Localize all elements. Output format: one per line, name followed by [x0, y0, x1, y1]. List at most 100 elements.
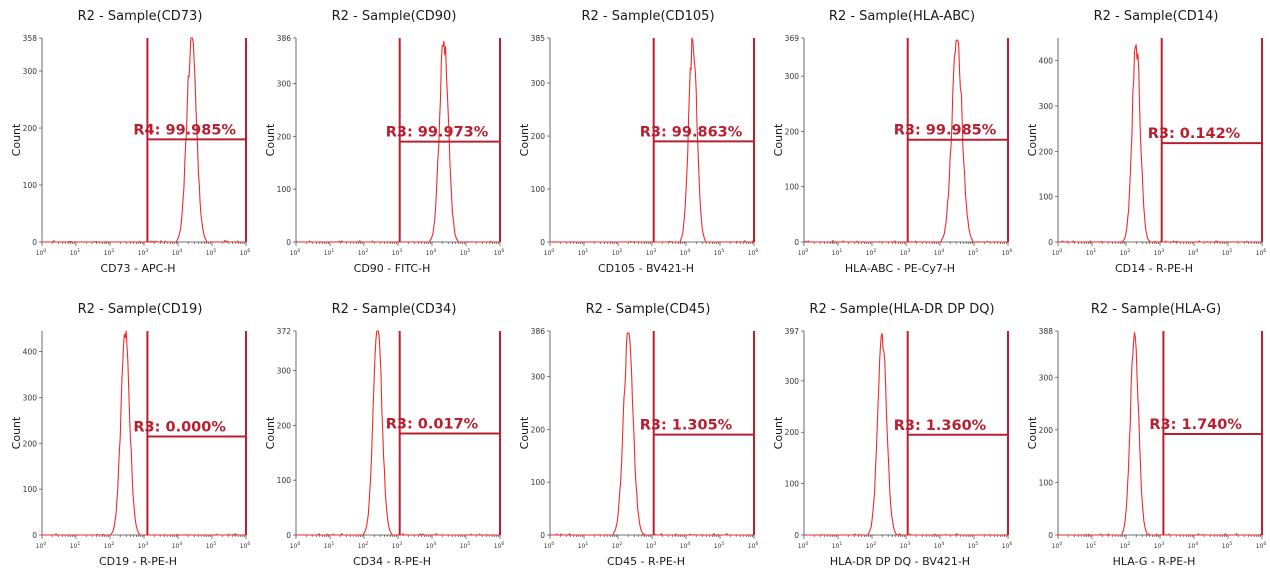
- histogram-trace: [550, 37, 755, 243]
- x-tick-label: 105: [206, 248, 217, 257]
- chart-title: R2 - Sample(CD34): [332, 302, 457, 317]
- y-tick-label: 200: [1039, 426, 1054, 435]
- x-tick-label: 105: [714, 541, 725, 550]
- x-axis-label: CD34 - R-PE-H: [353, 555, 431, 568]
- y-tick-label: 0: [540, 238, 545, 247]
- y-axis-label: Count: [772, 416, 785, 449]
- y-axis-label: Count: [1026, 123, 1039, 156]
- y-tick-label: 300: [277, 79, 292, 88]
- y-axis-label: Count: [518, 123, 531, 156]
- x-tick-label: 100: [798, 248, 809, 257]
- y-tick-label: 300: [531, 372, 546, 381]
- x-tick-label: 100: [290, 248, 301, 257]
- x-tick-label: 105: [206, 541, 217, 550]
- chart-title: R2 - Sample(HLA-ABC): [829, 9, 975, 24]
- x-tick-label: 101: [70, 541, 81, 550]
- x-tick-label: 103: [1154, 248, 1165, 257]
- x-tick-label: 100: [1052, 248, 1063, 257]
- x-tick-label: 104: [1188, 248, 1199, 257]
- histogram-trace: [1058, 332, 1262, 536]
- y-axis-label: Count: [772, 123, 785, 156]
- x-tick-label: 102: [1120, 541, 1131, 550]
- histogram-panel: R2 - Sample(CD34) 0 100 200 300 372 100 101 102 1…: [254, 293, 508, 586]
- x-tick-label: 105: [968, 248, 979, 257]
- y-tick-label: 100: [23, 181, 38, 190]
- gate-label: R3: 0.000%: [133, 419, 226, 435]
- x-tick-label: 101: [832, 248, 843, 257]
- x-tick-label: 102: [1120, 248, 1131, 257]
- x-tick-label: 101: [578, 248, 589, 257]
- x-axis-label: CD14 - R-PE-H: [1115, 262, 1193, 275]
- chart-title: R2 - Sample(CD14): [1094, 9, 1219, 24]
- chart-title: R2 - Sample(CD90): [332, 9, 457, 24]
- x-tick-label: 102: [612, 248, 623, 257]
- y-tick-label: 200: [785, 428, 800, 437]
- y-tick-label: 200: [785, 127, 800, 136]
- x-axis-label: HLA-G - R-PE-H: [1113, 555, 1196, 568]
- x-tick-label: 106: [748, 541, 759, 550]
- x-tick-label: 102: [866, 248, 877, 257]
- y-tick-label: 100: [531, 185, 546, 194]
- y-tick-label: 200: [23, 439, 38, 448]
- y-tick-label: 100: [277, 185, 292, 194]
- x-tick-label: 100: [1052, 541, 1063, 550]
- y-axis-label: Count: [10, 416, 23, 449]
- y-tick-label: 200: [1039, 147, 1054, 156]
- x-tick-label: 101: [324, 541, 335, 550]
- x-axis-label: CD73 - APC-H: [100, 262, 175, 275]
- x-axis-label: CD105 - BV421-H: [598, 262, 694, 275]
- histogram-trace: [549, 332, 754, 536]
- chart-title: R2 - Sample(CD45): [586, 302, 711, 317]
- x-tick-label: 102: [358, 248, 369, 257]
- y-tick-label: 397: [785, 327, 800, 336]
- gate-label: R3: 0.142%: [1148, 126, 1241, 142]
- x-tick-label: 104: [934, 541, 945, 550]
- y-tick-label: 100: [1039, 193, 1054, 202]
- x-axis-label: CD45 - R-PE-H: [607, 555, 685, 568]
- x-tick-label: 106: [1256, 541, 1267, 550]
- y-tick-label: 0: [794, 238, 799, 247]
- x-tick-label: 106: [1002, 248, 1013, 257]
- histogram-trace: [804, 333, 1009, 536]
- chart-title: R2 - Sample(HLA-DR DP DQ): [809, 302, 994, 317]
- histogram-panel: R2 - Sample(HLA-ABC) 0 100 200 300 369 100 101 1…: [762, 0, 1016, 293]
- x-tick-label: 103: [138, 248, 149, 257]
- y-axis-label: Count: [10, 123, 23, 156]
- x-tick-label: 106: [494, 248, 505, 257]
- y-tick-label: 386: [277, 34, 292, 43]
- x-tick-label: 100: [290, 541, 301, 550]
- histogram-trace: [42, 37, 246, 243]
- x-tick-label: 100: [36, 248, 47, 257]
- x-axis-label: CD19 - R-PE-H: [99, 555, 177, 568]
- y-axis-label: Count: [264, 416, 277, 449]
- y-tick-label: 0: [1048, 238, 1053, 247]
- histogram-panel: R2 - Sample(CD90) 0 100 200 300 386 100 101 102 1…: [254, 0, 508, 293]
- y-tick-label: 200: [277, 132, 292, 141]
- histogram-panel: R2 - Sample(CD105) 0 100 200 300 385 100 101 102…: [508, 0, 762, 293]
- y-tick-label: 100: [785, 183, 800, 192]
- x-tick-label: 103: [646, 541, 657, 550]
- y-axis-label: Count: [518, 416, 531, 449]
- chart-title: R2 - Sample(CD19): [78, 302, 203, 317]
- gate-label: R3: 1.305%: [640, 418, 733, 434]
- x-tick-label: 102: [358, 541, 369, 550]
- y-tick-label: 200: [23, 124, 38, 133]
- x-tick-label: 101: [324, 248, 335, 257]
- histogram-trace: [295, 40, 500, 243]
- x-tick-label: 106: [494, 541, 505, 550]
- y-tick-label: 369: [785, 34, 800, 43]
- x-axis-label: HLA-DR DP DQ - BV421-H: [830, 555, 970, 568]
- y-tick-label: 200: [531, 425, 546, 434]
- y-tick-label: 400: [23, 348, 38, 357]
- y-tick-label: 300: [1039, 102, 1054, 111]
- x-axis-label: CD90 - FITC-H: [354, 262, 431, 275]
- histogram-panel: R2 - Sample(CD73) 0 100 200 300 358 100 101 102 1…: [0, 0, 254, 293]
- gate-label: R3: 99.863%: [640, 124, 743, 140]
- y-tick-label: 372: [277, 327, 292, 336]
- x-tick-label: 104: [1188, 541, 1199, 550]
- histogram-panel: R2 - Sample(HLA-G) 0 100 200 300 388 100 101 102…: [1016, 293, 1270, 586]
- y-axis-label: Count: [264, 123, 277, 156]
